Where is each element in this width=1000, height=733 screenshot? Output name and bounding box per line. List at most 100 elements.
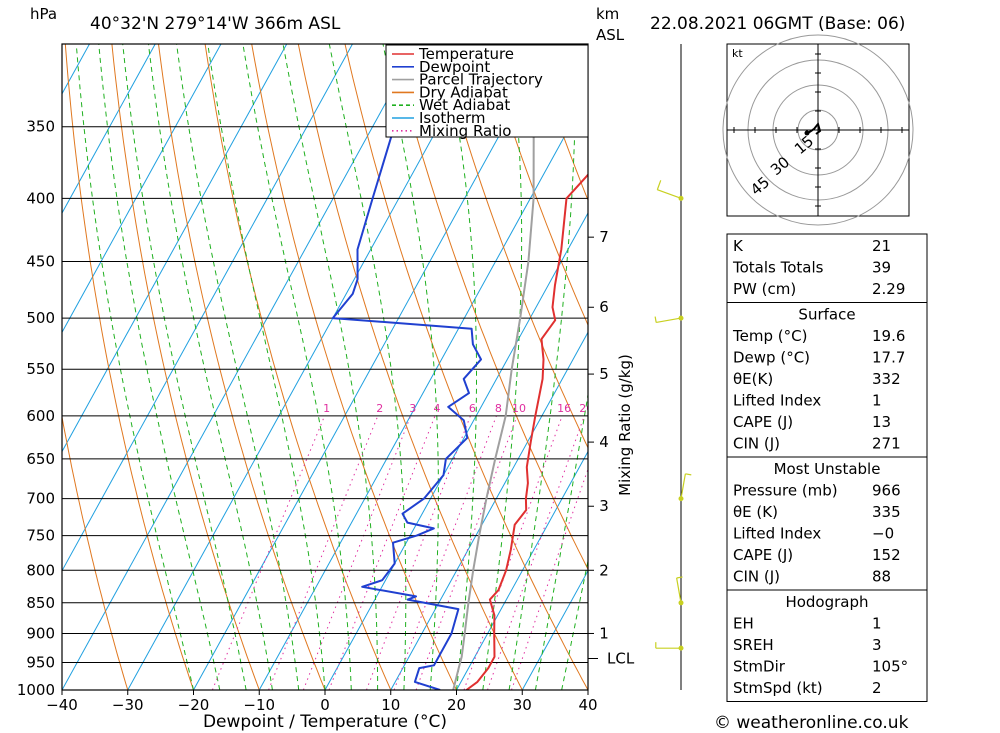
x-tick-label: 30 (513, 696, 532, 714)
mixing-ratio-label: 6 (469, 402, 476, 415)
most-unstable-box (726, 456, 928, 591)
temperature-axis: −40 −30 −20 −10 0 10 20 30 40 (46, 690, 598, 714)
wet-adiabat-line (508, 44, 577, 690)
most-unstable-row-value: 88 (872, 568, 891, 586)
isotherm-line (324, 212, 588, 690)
altitude-tick-label: 1 (599, 624, 609, 642)
pressure-tick-label: 1000 (17, 681, 55, 699)
isotherm-line (390, 331, 588, 690)
wet-adiabat-line (242, 44, 352, 690)
surface-row-value: 271 (872, 435, 901, 453)
wet-adiabat-line (443, 44, 477, 690)
dry-adiabat-line (297, 44, 523, 690)
copyright-label: © weatheronline.co.uk (714, 713, 909, 733)
hodograph-storm-motion (804, 130, 810, 136)
dry-adiabat-line (251, 44, 457, 690)
wind-barb-origin (678, 600, 684, 606)
altitude-tick-label: 7 (599, 228, 609, 246)
parcel-trajectory-line (452, 44, 538, 690)
mixing-ratio-line (511, 467, 588, 690)
wet-adiabat-line (482, 44, 523, 690)
surface-row-label: Dewp (°C) (733, 349, 810, 367)
surface-row-value: 332 (872, 370, 901, 388)
mixing-ratio-label: 16 (557, 402, 571, 415)
pressure-tick-label: 750 (26, 527, 55, 545)
mixing-ratio-label: 2 (376, 402, 383, 415)
most-unstable-row-label: Pressure (mb) (733, 482, 838, 500)
location-title: 40°32'N 279°14'W 366m ASL (90, 14, 341, 34)
isotherm-line (62, 44, 222, 334)
surface-row-label: CIN (J) (733, 435, 780, 453)
indices-row-value: 21 (872, 237, 891, 255)
most-unstable-row-value: 335 (872, 503, 901, 521)
mixing-ratio-label: 8 (495, 402, 502, 415)
hodograph-stats-title: Hodograph (785, 593, 868, 611)
isotherm-line (0, 44, 24, 690)
mixing-ratio-label: 1 (323, 402, 330, 415)
pressure-tick-label: 500 (26, 309, 55, 327)
pressure-tick-label: 900 (26, 624, 55, 642)
wind-barb-origin (678, 195, 684, 201)
surface-box (726, 302, 928, 458)
surface-row-label: Lifted Index (733, 392, 821, 410)
surface-row-label: Temp (°C) (732, 327, 807, 345)
mixing-ratio-line (302, 415, 412, 690)
wet-adiabat-line (98, 44, 221, 690)
most-unstable-row-value: 152 (872, 546, 901, 564)
isotherm-line (521, 569, 588, 690)
x-tick-label: −20 (178, 696, 210, 714)
isotherm-line (456, 450, 588, 690)
pressure-axis: 350 400 450 500 550 600 650 700 750 800 850 900 950 1… (17, 118, 55, 699)
altitude-tick-label: 6 (599, 298, 609, 316)
most-unstable-row-label: θE (K) (733, 503, 778, 521)
x-tick-label: −30 (112, 696, 144, 714)
plot-area: 1 2 3 4 6 8 10 16 20 25 (0, 44, 588, 690)
wind-barb-shaft (657, 189, 682, 199)
x-axis-title: Dewpoint / Temperature (°C) (203, 712, 447, 732)
wet-adiabat-line (122, 44, 247, 690)
hodograph-stats-row-label: EH (733, 615, 754, 633)
wet-adiabat-line (561, 558, 588, 690)
indices-row-label: PW (cm) (733, 280, 796, 298)
most-unstable-row-value: −0 (872, 525, 894, 543)
pressure-tick-label: 800 (26, 561, 55, 579)
wet-adiabat-line (207, 44, 326, 690)
pressure-tick-label: 550 (26, 360, 55, 378)
x-tick-label: −40 (46, 696, 78, 714)
surface-row-value: 17.7 (872, 349, 905, 367)
surface-row-label: CAPE (J) (733, 413, 793, 431)
mixing-ratio-label: 10 (512, 402, 526, 415)
altitude-tick-label: 4 (599, 433, 609, 451)
pressure-unit-label: hPa (30, 5, 57, 23)
hodograph-unit-label: kt (732, 47, 743, 60)
most-unstable-row-label: CAPE (J) (733, 546, 793, 564)
surface-title: Surface (798, 306, 855, 324)
legend-label: Parcel Trajectory (419, 71, 543, 89)
most-unstable-row-label: Lifted Index (733, 525, 821, 543)
legend-label: Isotherm (419, 109, 486, 127)
plot-frame (61, 43, 589, 691)
isotherm-line (62, 44, 353, 572)
isotherm-line (127, 44, 485, 690)
pressure-tick-label: 650 (26, 450, 55, 468)
wet-adiabat-line (382, 44, 439, 690)
dry-adiabat-line (158, 44, 326, 690)
pressure-tick-label: 850 (26, 594, 55, 612)
mixing-ratio-label: 4 (433, 402, 440, 415)
x-tick-label: 20 (447, 696, 466, 714)
legend-label: Dry Adiabat (419, 83, 508, 101)
datetime-label: 22.08.2021 06GMT (Base: 06) (650, 14, 905, 34)
wind-barb-flag (676, 576, 683, 579)
wind-profile (654, 44, 692, 690)
dry-adiabat-line (437, 44, 588, 449)
wet-adiabat-line (176, 44, 300, 690)
isotherm-line (62, 44, 419, 690)
hodograph-stats-row-label: StmDir (733, 658, 786, 676)
most-unstable-title: Most Unstable (774, 460, 881, 478)
indices-row-value: 39 (872, 259, 891, 277)
hodograph-stats-row-label: StmSpd (kt) (733, 679, 823, 697)
temperature-line (465, 173, 588, 690)
